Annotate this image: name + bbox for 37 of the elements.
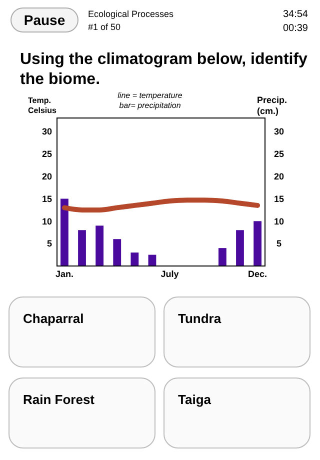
- y2-tick-label: 25: [274, 149, 284, 160]
- y-tick-label: 20: [42, 171, 52, 182]
- bar: [78, 230, 86, 266]
- y2-tick-label: 5: [276, 238, 282, 249]
- text: Rain Forest: [23, 392, 96, 407]
- text: 34:54: [282, 9, 308, 20]
- y-tick-label: 15: [42, 194, 52, 204]
- bar: [254, 221, 262, 266]
- x-tick-label: Jan.: [55, 269, 74, 279]
- y-tick-label: 5: [46, 238, 52, 249]
- text: Chaparral: [23, 311, 84, 326]
- y-tick-label: 25: [42, 149, 52, 160]
- text: 00:39: [282, 23, 308, 34]
- y-tick-label: 10: [42, 216, 52, 226]
- bar: [236, 230, 244, 266]
- text: Taiga: [178, 392, 212, 407]
- text: Pause: [24, 12, 66, 28]
- chart-title: Using the climatogram below, identify the biome.: [20, 51, 308, 88]
- y2-tick-label: 10: [274, 216, 284, 226]
- y2-axis-title: Precip. (cm.): [257, 95, 288, 116]
- text: line = temperature: [118, 91, 183, 100]
- text: bar= precipitation: [119, 101, 182, 110]
- bar: [130, 252, 139, 266]
- y2-tick-label: 30: [274, 126, 284, 137]
- text: Tundra: [178, 311, 222, 326]
- x-tick-label: Dec.: [248, 269, 268, 279]
- y2-tick-label: 20: [274, 171, 284, 182]
- text: Ecological Processes: [88, 9, 174, 19]
- bar: [113, 239, 122, 266]
- y-axis-title: Temp. Celsius: [28, 96, 58, 115]
- y2-tick-label: 15: [274, 194, 284, 204]
- bar: [218, 248, 226, 266]
- y-tick-label: 30: [42, 126, 52, 137]
- text: #1 of 50: [88, 22, 121, 32]
- bar: [60, 198, 68, 266]
- x-tick-label: July: [160, 269, 179, 279]
- bar: [96, 226, 104, 266]
